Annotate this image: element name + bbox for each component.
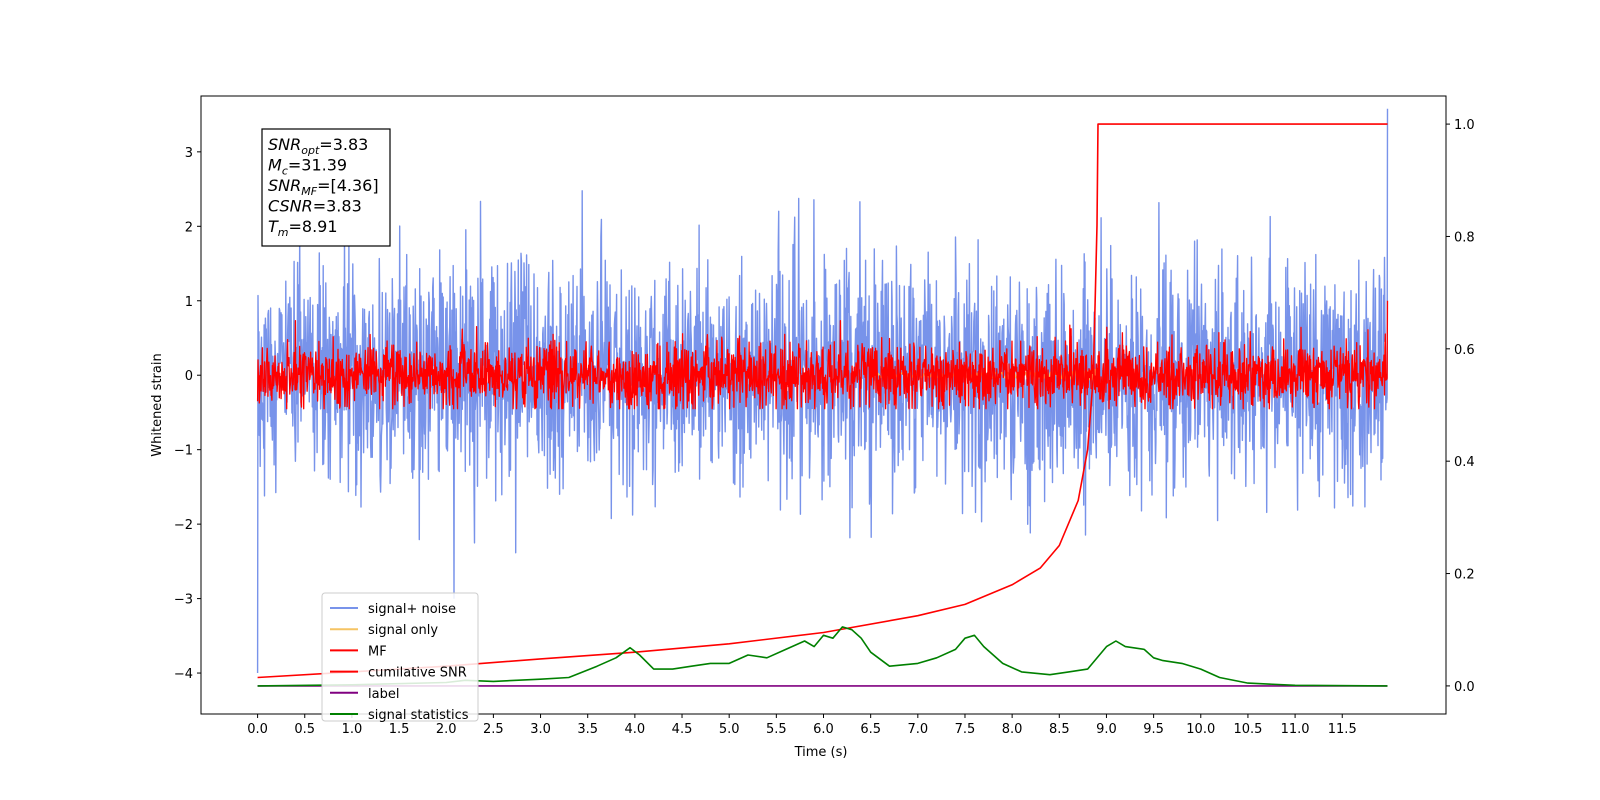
annotation-line: CSNR=3.83 [268, 197, 362, 216]
legend: signal+ noise signal only MF cumilative SNR… [321, 592, 479, 723]
legend-label: MF [368, 644, 387, 659]
x-tick-label: 6.0 [813, 722, 834, 737]
y-tick-label: 2 [185, 220, 193, 235]
x-tick-label: 2.5 [483, 722, 504, 737]
annotation-symbol: SNR [268, 135, 301, 154]
x-tick-label: 8.0 [1002, 722, 1023, 737]
x-tick-label: 1.5 [389, 722, 410, 737]
annotation-symbol: CSNR [268, 197, 313, 216]
annotation-line: Mc=31.39 [268, 156, 347, 178]
y-right-tick-label: 1.0 [1454, 118, 1475, 133]
legend-label: label [368, 687, 399, 702]
annotation-line: Tm=8.91 [268, 217, 338, 239]
ticks-layer: 0.0 0.5 1.0 1.5 2.0 2.5 3.0 3.5 4.0 4.5 5.0 5.5 6.0 6… [174, 118, 1475, 737]
series-signal-statistics [257, 626, 1388, 687]
legend-label: signal only [368, 623, 438, 638]
y-tick-label: 1 [185, 295, 193, 310]
annotation-frame [261, 128, 391, 247]
x-tick-label: 10.5 [1233, 722, 1262, 737]
x-tick-label: 10.0 [1186, 722, 1215, 737]
y-tick-label: −4 [174, 667, 193, 682]
annotation-symbol: T [268, 217, 279, 236]
y-right-tick-label: 0.8 [1454, 230, 1475, 245]
x-tick-label: 3.0 [530, 722, 551, 737]
y-right-tick-label: 0.4 [1454, 455, 1475, 470]
annotation-line: SNRopt=3.83 [268, 135, 368, 157]
y-tick-label: −3 [174, 593, 193, 608]
series-cumilative-snr [257, 123, 1388, 679]
x-tick-label: 4.5 [672, 722, 693, 737]
y-tick-label: −1 [174, 444, 193, 459]
x-tick-label: 7.5 [955, 722, 976, 737]
x-tick-label: 9.5 [1143, 722, 1164, 737]
series-mf [256, 300, 1389, 410]
legend-label: signal statistics [368, 708, 469, 723]
annotation-value: =3.83 [313, 197, 362, 216]
x-tick-label: 6.5 [860, 722, 881, 737]
x-tick-label: 4.0 [625, 722, 646, 737]
annotation-line: SNRMF=[4.36] [268, 176, 379, 198]
annotation-symbol: SNR [268, 176, 301, 195]
x-tick-label: 11.0 [1281, 722, 1310, 737]
annotation-value: =8.91 [289, 217, 338, 236]
y-right-tick-label: 0.6 [1454, 343, 1475, 358]
annotation-value: =[4.36] [317, 176, 379, 195]
y-tick-label: −2 [174, 518, 193, 533]
annotation-subscript: c [282, 165, 288, 178]
series-layer [256, 108, 1389, 687]
legend-label: cumilative SNR [368, 666, 467, 681]
legend-label: signal+ noise [368, 602, 456, 617]
legend-frame [321, 592, 479, 722]
y-axis-label: Whitened strain [150, 353, 165, 456]
x-tick-label: 0.0 [247, 722, 268, 737]
x-tick-label: 5.0 [719, 722, 740, 737]
x-tick-label: 7.0 [907, 722, 928, 737]
y-right-tick-label: 0.0 [1454, 680, 1475, 695]
annotation-symbol: M [268, 156, 282, 175]
x-tick-label: 5.5 [766, 722, 787, 737]
x-tick-label: 0.5 [294, 722, 315, 737]
annotation-value: =31.39 [288, 156, 347, 175]
annotation-box: SNRopt=3.83Mc=31.39SNRMF=[4.36]CSNR=3.83… [261, 128, 391, 247]
y-tick-label: 3 [185, 146, 193, 161]
x-tick-label: 3.5 [577, 722, 598, 737]
x-axis-label: Time (s) [794, 745, 848, 760]
annotation-subscript: MF [301, 185, 317, 198]
annotation-subscript: m [278, 226, 289, 239]
x-tick-label: 1.0 [342, 722, 363, 737]
annotation-value: =3.83 [319, 135, 368, 154]
y-right-tick-label: 0.2 [1454, 568, 1475, 583]
x-tick-label: 11.5 [1328, 722, 1357, 737]
x-tick-label: 8.5 [1049, 722, 1070, 737]
annotation-subscript: opt [301, 144, 320, 157]
x-tick-label: 9.0 [1096, 722, 1117, 737]
y-tick-label: 0 [185, 369, 193, 384]
x-tick-label: 2.0 [436, 722, 457, 737]
